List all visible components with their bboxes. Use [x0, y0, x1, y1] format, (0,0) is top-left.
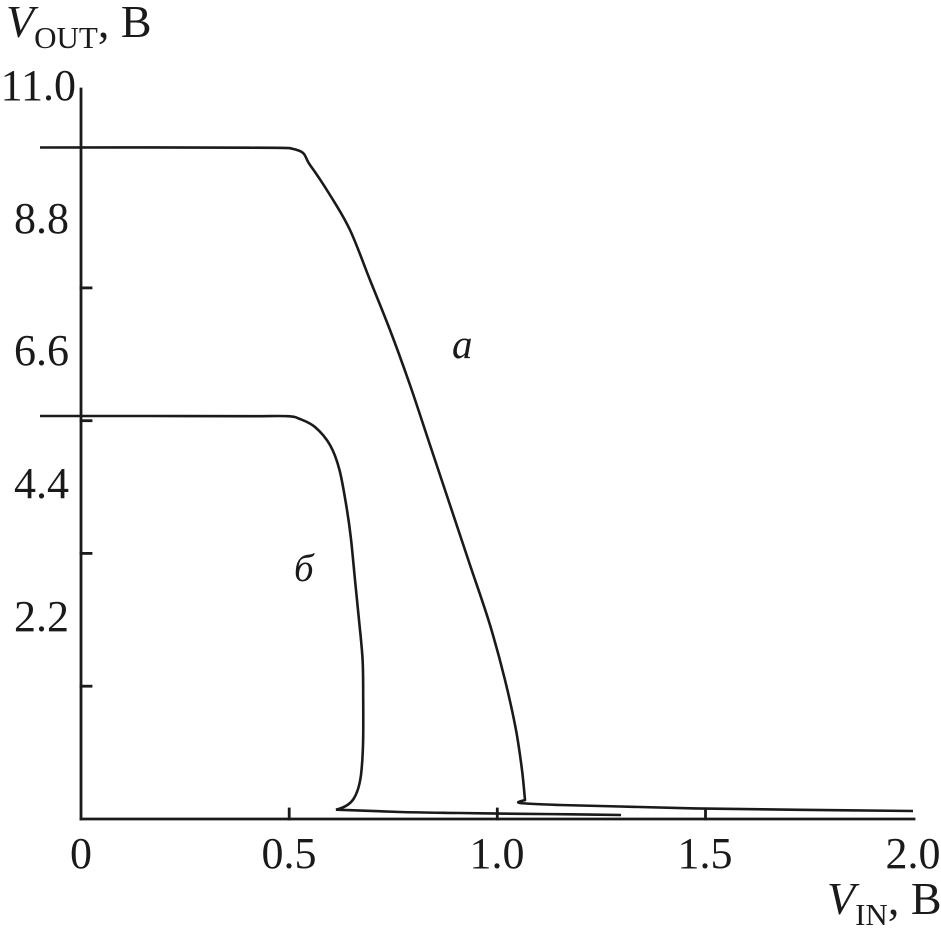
svg-text:11.0: 11.0 [1, 61, 76, 110]
svg-text:8.8: 8.8 [14, 194, 69, 243]
svg-text:1.0: 1.0 [470, 829, 525, 878]
svg-text:a: a [452, 321, 473, 367]
svg-text:VIN, B: VIN, B [827, 873, 941, 932]
svg-text:0.5: 0.5 [262, 829, 317, 878]
svg-text:2.0: 2.0 [886, 829, 941, 878]
svg-text:б: б [294, 547, 315, 590]
svg-text:6.6: 6.6 [14, 326, 69, 375]
svg-text:1.5: 1.5 [678, 829, 733, 878]
svg-text:0: 0 [70, 829, 92, 878]
svg-text:4.4: 4.4 [14, 459, 69, 508]
svg-text:2.2: 2.2 [14, 592, 69, 641]
svg-text:VOUT, B: VOUT, B [6, 0, 152, 55]
